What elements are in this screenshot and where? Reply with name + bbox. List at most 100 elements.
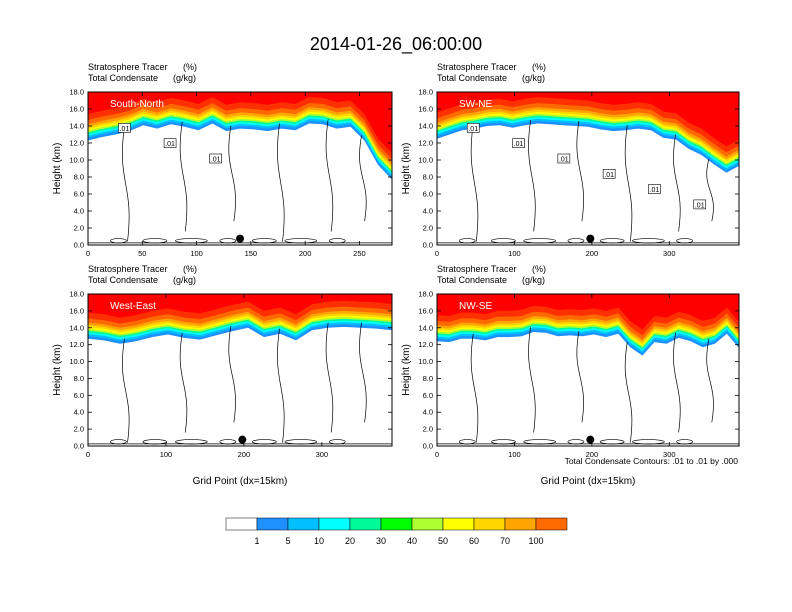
contour-label: .01 — [559, 157, 569, 164]
colorbar-swatch — [380, 517, 413, 531]
contour-cell — [219, 238, 237, 244]
x-tick-label: 0 — [435, 450, 439, 459]
tracer-band-11 — [88, 294, 392, 318]
contour-label: .01 — [468, 126, 478, 133]
y-tick-label: 8.0 — [74, 374, 84, 383]
colorbar-label: 70 — [500, 536, 510, 546]
condensate-contours — [437, 120, 739, 244]
contour-line — [528, 326, 536, 433]
colorbar-swatch — [442, 517, 475, 531]
colorbar-label: 5 — [285, 536, 290, 546]
y-tick-label: 0.0 — [423, 442, 433, 451]
plot-area: West-East — [88, 294, 392, 445]
contour-cell — [567, 439, 585, 445]
x-tick-label: 100 — [508, 450, 521, 459]
subtitle-condensate-unit: (g/kg) — [522, 275, 545, 285]
contour-line — [706, 159, 714, 222]
colorbar-label: 60 — [469, 536, 479, 546]
y-tick-label: 6.0 — [423, 391, 433, 400]
contour-cell — [110, 439, 127, 445]
contour-cell — [284, 439, 318, 445]
y-tick-label: 18.0 — [418, 290, 433, 299]
colorbar-label: 30 — [376, 536, 386, 546]
x-tick-label: 200 — [299, 249, 312, 258]
y-tick-label: 6.0 — [74, 391, 84, 400]
contour-label-box — [209, 153, 222, 164]
panel-sw-ne: .01 .01 .01 .01 .01 .01 SW-NE 0.0 2.0 4.0 6.0 8.0 10… — [401, 62, 740, 258]
y-axis-label: Height (km) — [401, 143, 412, 195]
contour-cell — [632, 439, 665, 445]
contour-line — [122, 338, 130, 443]
y-tick-label: 10.0 — [69, 357, 84, 366]
x-tick-label: 300 — [663, 450, 676, 459]
subtitle-condensate: Total Condensate — [437, 73, 507, 83]
contour-cell — [458, 439, 476, 445]
contour-label: .01 — [695, 202, 705, 209]
y-tick-label: 4.0 — [74, 207, 84, 216]
x-tick-label: 0 — [86, 450, 90, 459]
contour-cell — [676, 439, 693, 445]
location-marker — [238, 435, 247, 444]
contour-cell — [142, 238, 168, 244]
y-tick-label: 2.0 — [423, 224, 433, 233]
colorbar: 1 5 10 20 30 40 50 60 70 100 — [225, 517, 568, 546]
y-tick-label: 6.0 — [74, 190, 84, 199]
colorbar-swatch — [504, 517, 537, 531]
contour-label-box — [557, 153, 571, 164]
contour-line — [470, 333, 479, 443]
contour-line — [228, 125, 236, 222]
panel-west-east: West-East 0.0 2.0 4.0 6.0 8.0 10.0 12.0 14.0 16.0… — [52, 264, 393, 487]
contour-cell — [328, 238, 346, 244]
location-marker — [236, 234, 244, 243]
contour-cell — [567, 238, 585, 244]
y-tick-label: 2.0 — [74, 224, 84, 233]
panel-frame — [87, 91, 393, 246]
contour-cell — [599, 439, 625, 445]
colorbar-swatch — [535, 517, 568, 531]
x-axis-label: Grid Point (dx=15km) — [193, 476, 288, 487]
x-tick-label: 0 — [435, 249, 439, 258]
panel-name: West-East — [110, 301, 156, 312]
x-tick-label: 100 — [508, 249, 521, 258]
panel-nw-se: NW-SE 0.0 2.0 4.0 6.0 8.0 10.0 12.0 14.0 16.0 18.0… — [401, 264, 740, 487]
x-axis-label: Grid Point (dx=15km) — [541, 476, 636, 487]
x-tick-label: 0 — [86, 249, 90, 258]
subtitle-tracer-unit: (%) — [183, 62, 197, 72]
contour-cell — [523, 238, 557, 244]
contour-label-box — [602, 169, 616, 179]
contour-label-box — [163, 138, 177, 148]
tracer-band-11 — [437, 294, 739, 330]
contour-cell — [328, 439, 346, 445]
contour-line — [706, 338, 714, 423]
y-tick-label: 0.0 — [423, 241, 433, 250]
contour-cell — [491, 238, 516, 244]
subtitle-tracer: Stratosphere Tracer — [437, 62, 517, 72]
contour-label-box — [648, 184, 661, 194]
colorbar-label: 100 — [528, 536, 543, 546]
x-tick-label: 250 — [353, 249, 366, 258]
contour-line — [576, 331, 584, 423]
x-tick-label: 50 — [138, 249, 146, 258]
colorbar-swatch — [256, 517, 289, 531]
y-tick-label: 0.0 — [74, 442, 84, 451]
contour-cell — [599, 238, 625, 244]
panel-name: NW-SE — [459, 301, 492, 312]
contour-cell — [219, 439, 237, 445]
x-tick-label: 200 — [238, 450, 251, 459]
colorbar-label: 50 — [438, 536, 448, 546]
y-axis-label: Height (km) — [52, 344, 63, 396]
subtitle-tracer-unit: (%) — [532, 264, 546, 274]
y-tick-label: 12.0 — [69, 139, 84, 148]
contour-label: .01 — [514, 141, 524, 148]
y-tick-label: 4.0 — [423, 408, 433, 417]
contour-line — [624, 342, 633, 443]
y-tick-label: 14.0 — [418, 122, 433, 131]
location-marker — [586, 234, 595, 243]
contour-label: .01 — [650, 187, 660, 194]
subtitle-condensate: Total Condensate — [437, 275, 507, 285]
x-tick-label: 300 — [316, 450, 329, 459]
subtitle-condensate-unit: (g/kg) — [522, 73, 545, 83]
subtitle-condensate: Total Condensate — [88, 73, 158, 83]
x-tick-label: 150 — [245, 249, 258, 258]
